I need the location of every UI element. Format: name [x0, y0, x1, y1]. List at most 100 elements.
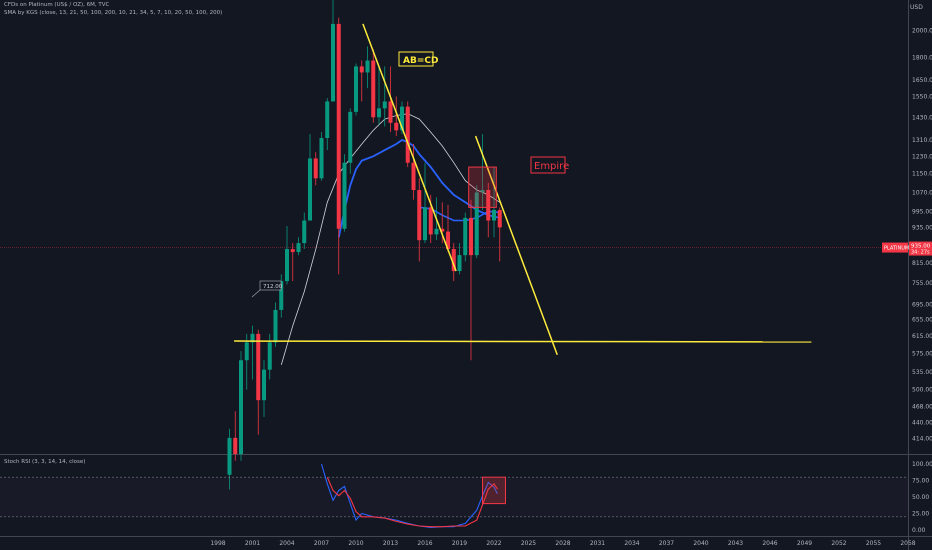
price-tick-label: 655.00 — [912, 317, 932, 324]
time-tick-label: 2040 — [693, 540, 708, 547]
candle-body — [468, 217, 474, 256]
time-tick-label: 2052 — [831, 540, 846, 547]
candle-body — [353, 66, 359, 112]
rsi-tick-label: 0.00 — [912, 527, 926, 534]
candle-body — [474, 192, 479, 256]
price-tick-label: 1070.00 — [912, 189, 932, 196]
time-tick-label: 2058 — [900, 540, 915, 547]
price-callout-pointer — [251, 289, 261, 298]
candle-body — [342, 162, 347, 229]
candle-body — [313, 158, 318, 179]
candle-body — [233, 437, 238, 454]
time-tick-label: 2031 — [590, 540, 605, 547]
price-tick-label: 535.00 — [912, 369, 932, 376]
price-tick-label: 995.00 — [912, 208, 932, 215]
time-tick-label: 2034 — [624, 540, 639, 547]
candle-body — [261, 369, 267, 401]
price-tick-label: 815.00 — [912, 260, 932, 267]
price-badge — [909, 241, 932, 256]
candle-body — [428, 207, 433, 235]
candle-body — [457, 255, 462, 272]
price-tick-label: 468.00 — [912, 404, 932, 411]
rsi-band-fill — [0, 477, 908, 517]
price-tick-label: 1230.00 — [912, 153, 932, 160]
trendline-3 — [234, 340, 812, 343]
candle-body — [451, 249, 456, 272]
price-tick-label: 615.00 — [912, 333, 932, 340]
candle-body — [399, 106, 405, 131]
candle-body — [284, 249, 290, 282]
rsi-tick-label: 75.00 — [912, 478, 929, 485]
time-tick-label: 2001 — [245, 540, 260, 547]
empire-annotation-border — [530, 156, 566, 174]
price-badge-value: 935.00 — [911, 244, 931, 250]
currency-label: USD — [910, 4, 923, 11]
price-tick-label: 500.00 — [912, 387, 932, 394]
candle-body — [227, 437, 232, 475]
time-tick-label: 2010 — [348, 540, 363, 547]
candle-body — [394, 122, 399, 131]
candle-body — [359, 66, 364, 73]
price-tick-label: 1430.00 — [912, 114, 932, 121]
price-callout-label: 712.00 — [263, 284, 283, 290]
time-tick-label: 2028 — [555, 540, 570, 547]
candle-body — [325, 101, 330, 139]
price-tick-label: 755.00 — [912, 280, 932, 287]
candle-body — [307, 158, 313, 221]
candle-body — [348, 111, 353, 163]
time-tick-label: 2046 — [762, 540, 777, 547]
candle-body — [336, 23, 341, 229]
candle-body — [250, 333, 255, 343]
chart-symbol-title: CFDs on Platinum (US$ / OZ), 6M, TVC — [4, 2, 110, 8]
candle-body — [491, 209, 497, 221]
price-tick-label: 2000.00 — [912, 27, 932, 34]
candle-body — [480, 190, 485, 193]
price-tick-label: 1550.00 — [912, 93, 932, 100]
candle-body — [238, 360, 244, 454]
candle-body — [411, 162, 416, 191]
candle-body — [267, 342, 272, 370]
price-tick-label: 575.00 — [912, 350, 932, 357]
time-tick-label: 2043 — [728, 540, 743, 547]
candle-body — [417, 190, 422, 241]
price-tick-label: 1650.00 — [912, 77, 932, 84]
candle-body — [463, 217, 468, 256]
candle-body — [244, 342, 249, 361]
price-tick-label: 440.00 — [912, 420, 932, 427]
rsi-series-2 — [326, 476, 498, 528]
rsi-tick-label: 25.00 — [912, 511, 929, 518]
price-tick-label: 1800.00 — [912, 55, 932, 62]
candle-body — [256, 333, 261, 401]
price-tick-label: 414.00 — [912, 436, 932, 443]
symbol-badge-label: PLATINUM — [884, 246, 909, 252]
time-tick-label: 1998 — [210, 540, 225, 547]
time-tick-label: 2025 — [521, 540, 536, 547]
time-tick-label: 2049 — [797, 540, 812, 547]
candle-body — [296, 243, 301, 253]
candle-body — [405, 106, 410, 163]
time-tick-label: 2004 — [279, 540, 294, 547]
time-tick-label: 2016 — [417, 540, 432, 547]
candle-body — [365, 60, 370, 73]
sma-indicator-label: SMA by KGS (close, 13, 21, 50, 100, 200,… — [4, 10, 223, 16]
price-tick-label: 935.00 — [912, 224, 932, 231]
rsi-tick-label: 100.00 — [912, 461, 932, 468]
time-tick-label: 2022 — [486, 540, 501, 547]
candle-body — [376, 108, 382, 118]
trendline-1 — [362, 23, 457, 272]
time-tick-label: 2037 — [659, 540, 674, 547]
abcd-annotation: AB=CD — [403, 56, 438, 66]
candle-body — [422, 207, 428, 241]
symbol-badge — [882, 242, 908, 253]
candle-body — [440, 228, 445, 232]
empire-annotation: Empire — [534, 161, 569, 172]
trendline-2 — [474, 135, 558, 356]
candle-body — [434, 228, 439, 235]
rsi-series-1 — [320, 463, 498, 528]
candle-body — [290, 249, 295, 253]
candle-body — [497, 209, 502, 228]
time-tick-label: 2007 — [314, 540, 329, 547]
time-tick-label: 2019 — [452, 540, 467, 547]
price-badge-countdown: 34: 27s — [911, 250, 930, 256]
